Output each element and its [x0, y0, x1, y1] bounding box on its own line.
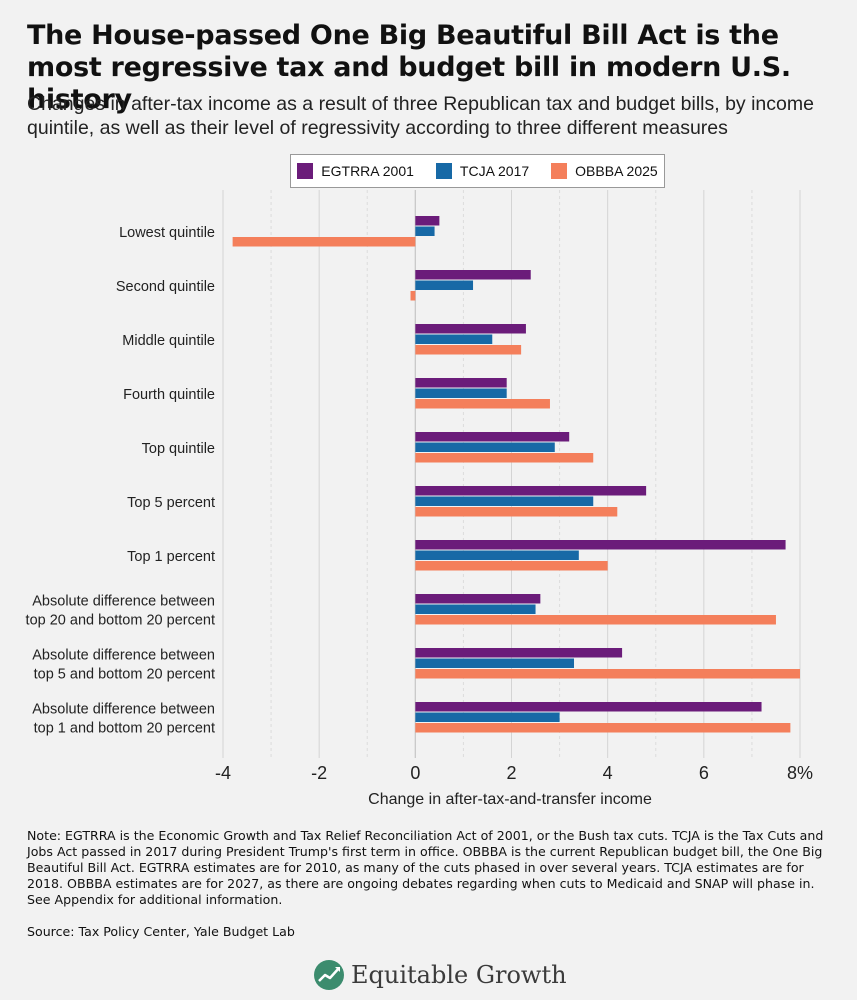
chart-subtitle: Changes in after-tax income as a result … [27, 93, 814, 139]
bar [415, 270, 531, 280]
bar [415, 604, 536, 614]
bar [415, 561, 608, 571]
x-tick-label: 4 [603, 763, 613, 783]
bar [415, 216, 440, 226]
category-label: Absolute difference between [32, 701, 215, 717]
category-label: Middle quintile [122, 333, 215, 349]
bar [415, 648, 623, 658]
bar [415, 615, 776, 625]
bar-chart: Lowest quintile Second quintile Middle qui… [26, 190, 813, 808]
category-label: top 20 and bottom 20 percent [26, 612, 215, 628]
x-tick-label: -4 [215, 763, 231, 783]
legend-label-egtrra: EGTRRA 2001 [321, 163, 414, 179]
bar [415, 453, 594, 463]
bar [232, 237, 416, 247]
chart-title: The House-passed One Big Beautiful Bill … [27, 20, 791, 115]
bar [415, 432, 570, 442]
bar [415, 669, 800, 679]
category-label: Second quintile [116, 279, 215, 295]
category-label: top 5 and bottom 20 percent [34, 666, 215, 682]
bar [415, 540, 786, 550]
bar [415, 594, 541, 604]
bar [415, 507, 618, 517]
bar [415, 399, 550, 409]
bar [415, 324, 526, 334]
legend-item-egtrra: EGTRRA 2001 [297, 163, 414, 179]
category-label: Top 5 percent [127, 495, 215, 511]
bar [415, 486, 647, 496]
bar [415, 442, 555, 452]
category-label: Top quintile [142, 441, 215, 457]
footnote: Note: EGTRRA is the Economic Growth and … [27, 828, 824, 907]
legend-label-obbba: OBBBA 2025 [575, 163, 658, 179]
bar [415, 723, 791, 733]
brand-name: Equitable Growth [351, 961, 567, 989]
x-tick-label: 0 [410, 763, 420, 783]
bar [415, 280, 474, 290]
x-tick-label: 2 [506, 763, 516, 783]
source-note: Source: Tax Policy Center, Yale Budget L… [27, 924, 295, 939]
legend: EGTRRA 2001 TCJA 2017 OBBBA 2025 [290, 154, 665, 188]
bar [415, 334, 493, 344]
category-label: top 1 and bottom 20 percent [34, 720, 215, 736]
x-tick-label: 6 [699, 763, 709, 783]
bar [415, 712, 560, 722]
legend-item-tcja: TCJA 2017 [435, 163, 530, 179]
x-tick-label: 8% [787, 763, 813, 783]
legend-swatch-tcja [435, 163, 452, 179]
category-label: Top 1 percent [127, 549, 215, 565]
category-label: Absolute difference between [32, 647, 215, 663]
bar [415, 378, 507, 388]
x-axis-title: Change in after-tax-and-transfer income [368, 791, 652, 808]
legend-item-obbba: OBBBA 2025 [551, 163, 658, 179]
bar [415, 658, 575, 668]
bar [415, 496, 594, 506]
legend-label-tcja: TCJA 2017 [459, 163, 530, 179]
category-label: Fourth quintile [123, 387, 215, 403]
bar [415, 550, 579, 560]
category-label: Absolute difference between [32, 593, 215, 609]
bar [410, 291, 416, 301]
bar [415, 388, 507, 398]
legend-swatch-egtrra [297, 163, 314, 179]
bar [415, 702, 762, 712]
brand-logo: Equitable Growth [313, 958, 567, 992]
category-label: Lowest quintile [119, 225, 215, 241]
x-tick-label: -2 [311, 763, 327, 783]
bar [415, 226, 435, 236]
bar [415, 345, 522, 355]
leaf-chart-icon [314, 960, 344, 990]
legend-swatch-obbba [551, 163, 568, 179]
